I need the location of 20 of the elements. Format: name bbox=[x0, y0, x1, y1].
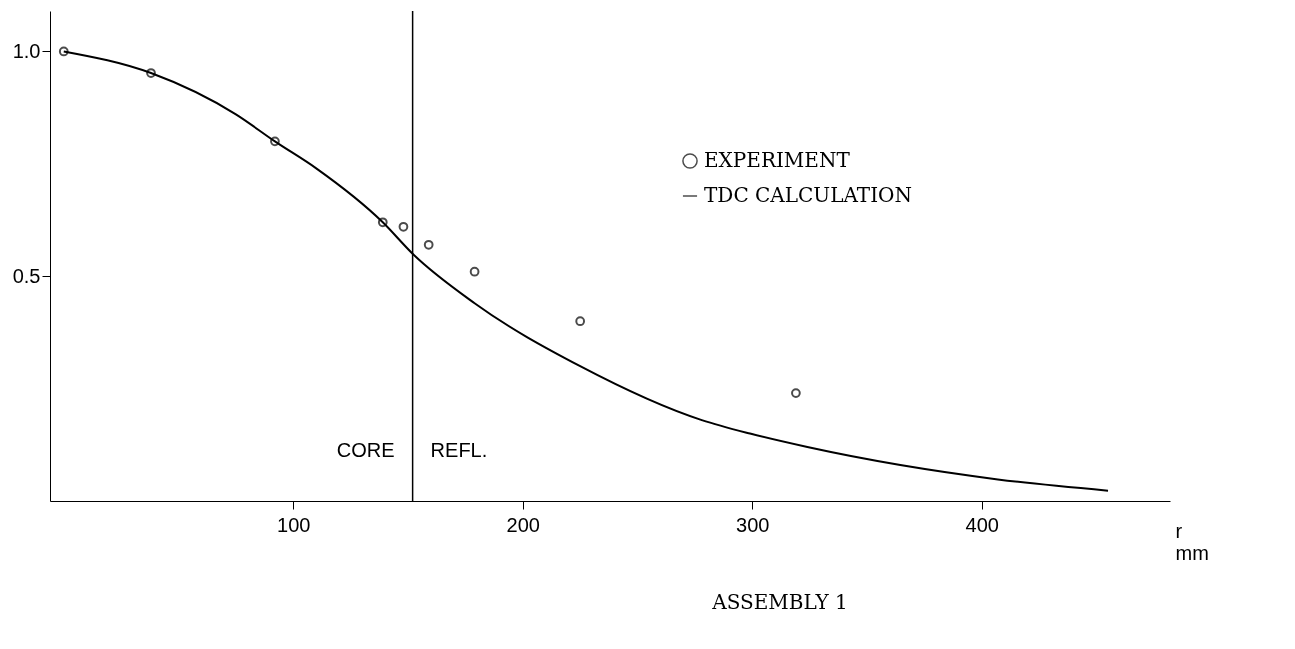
point bbox=[469, 266, 480, 277]
point bbox=[791, 388, 801, 398]
x-tick-label: 400 bbox=[965, 513, 999, 536]
point bbox=[575, 316, 586, 327]
annotation: CORE bbox=[336, 439, 395, 461]
text: ASSEMBLY 1 bbox=[711, 590, 848, 614]
x-tick-label: 100 bbox=[277, 513, 311, 536]
point bbox=[423, 239, 434, 250]
annotation: REFL. bbox=[430, 439, 488, 461]
legend-label: EXPERIMENT bbox=[704, 148, 851, 172]
legend-label: TDC CALCULATION bbox=[704, 183, 912, 207]
point bbox=[146, 68, 156, 78]
point bbox=[377, 217, 388, 228]
y-tick-label: 0.5 bbox=[12, 264, 41, 287]
point bbox=[398, 221, 409, 232]
x-tick-label: 300 bbox=[736, 513, 770, 536]
x-axis-title: r mm bbox=[1175, 519, 1209, 564]
y-tick-label: 1.0 bbox=[12, 39, 41, 62]
x-tick-label: 200 bbox=[506, 513, 540, 536]
point bbox=[270, 136, 280, 147]
